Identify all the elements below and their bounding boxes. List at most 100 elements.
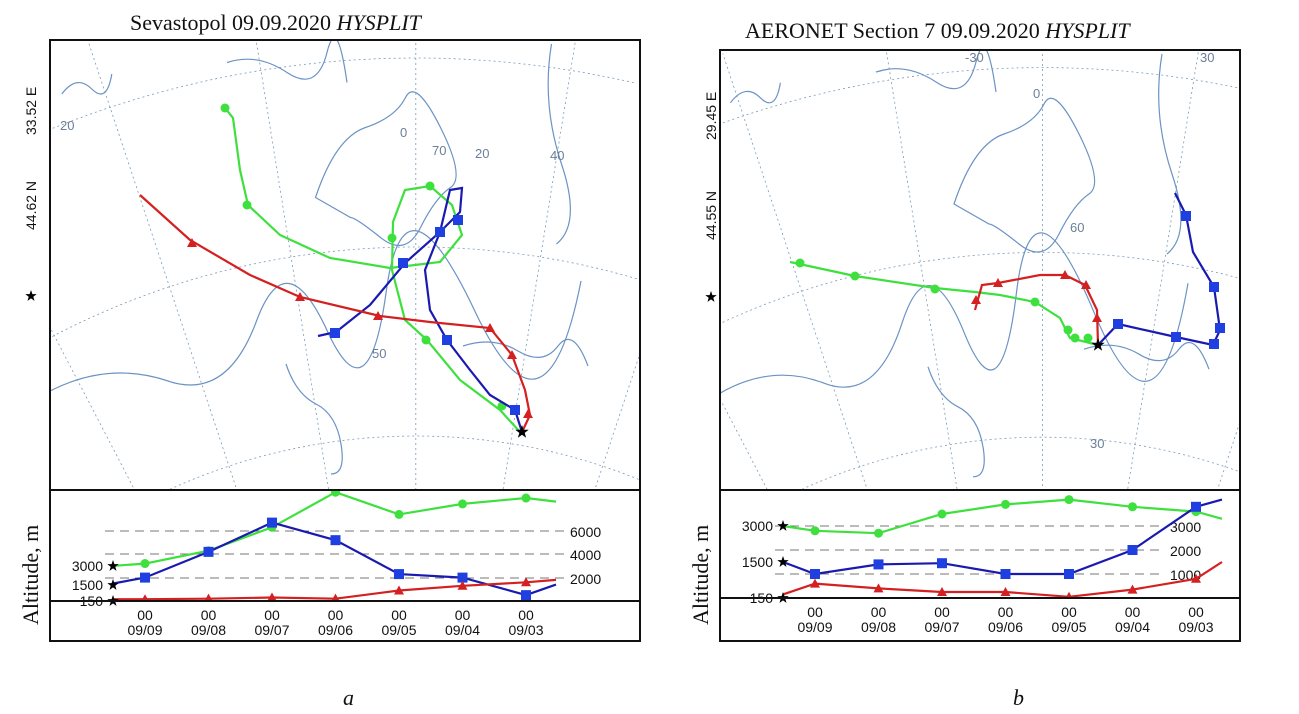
altitude-tick: 2000: [1170, 543, 1201, 559]
green-marker: [1083, 333, 1093, 343]
grid-label: 20: [60, 118, 74, 133]
red-altitude-line: [782, 561, 1223, 598]
green-altitude-marker: [874, 528, 883, 538]
red-trajectory: [139, 194, 532, 433]
grid-label: 0: [400, 125, 407, 140]
map-frame: [719, 49, 1241, 491]
altitude-tick: 2000: [570, 571, 601, 587]
red-marker: [523, 409, 533, 418]
blue-marker: [435, 227, 445, 237]
red-marker: [373, 311, 383, 320]
green-marker: [1030, 297, 1040, 307]
red-altitude-marker: [331, 593, 340, 601]
time-tick-hour: 00: [1125, 604, 1141, 620]
graticule-meridian: [1218, 421, 1240, 487]
grid-label: 0: [1033, 86, 1040, 101]
red-altitude-marker: [394, 585, 404, 595]
y-axis-label: Altitude, m: [688, 525, 713, 625]
red-marker: [1060, 270, 1070, 279]
source-lat: 44.62 N: [23, 181, 39, 230]
time-tick-hour: 00: [328, 607, 344, 623]
source-lon: 33.52 E: [23, 87, 39, 135]
blue-altitude-marker: [457, 572, 468, 583]
time-axis-frame: [49, 600, 641, 642]
map-frame: [49, 39, 641, 491]
red-marker: [187, 238, 197, 247]
graticule-meridian: [885, 50, 958, 489]
graticule-latitude: [52, 57, 637, 129]
grid-label: 40: [550, 148, 564, 163]
time-tick-hour: 00: [201, 607, 217, 623]
time-tick-hour: 00: [871, 604, 887, 620]
coastline: [953, 97, 1096, 253]
title-text: Sevastopol 09.09.2020: [130, 10, 337, 35]
blue-marker: [453, 215, 463, 225]
blue-marker: [510, 405, 520, 415]
graticule-meridian: [88, 42, 237, 488]
green-altitude-marker: [521, 493, 531, 503]
time-tick-hour: 00: [1188, 604, 1204, 620]
panel-caption: b: [1013, 685, 1024, 710]
blue-altitude-marker: [330, 535, 341, 546]
time-tick-date: 09/08: [191, 622, 226, 638]
red-altitude-marker: [873, 583, 884, 593]
start-star-icon: [777, 556, 789, 567]
green-marker: [387, 233, 397, 243]
blue-altitude-marker: [1064, 569, 1074, 579]
red-altitude-marker: [457, 580, 468, 590]
start-star-icon: [777, 520, 789, 531]
graticule-meridian: [50, 327, 134, 488]
start-level: 1500: [72, 577, 103, 593]
green-altitude-marker: [458, 499, 467, 509]
grid-label: 70: [432, 143, 446, 158]
time-tick-date: 09/04: [1115, 619, 1150, 635]
blue-altitude-marker: [267, 517, 277, 528]
time-tick-hour: 00: [807, 604, 823, 620]
coastline: [1083, 342, 1210, 370]
green-altitude-marker: [140, 559, 150, 569]
time-tick-date: 09/07: [924, 619, 959, 635]
time-tick-hour: 00: [455, 607, 471, 623]
time-tick-hour: 00: [1061, 604, 1077, 620]
blue-trajectory: [317, 186, 524, 433]
coastline: [1158, 53, 1182, 255]
green-altitude-marker: [937, 509, 947, 519]
time-tick-date: 09/07: [254, 622, 289, 638]
red-marker: [1092, 313, 1102, 322]
blue-altitude-marker: [203, 546, 214, 557]
green-marker: [220, 103, 230, 113]
red-trajectory: [973, 273, 1100, 346]
time-tick-date: 09/05: [381, 622, 416, 638]
source-lon: 29.45 E: [703, 92, 719, 140]
panel-title: Sevastopol 09.09.2020 HYSPLIT: [130, 10, 423, 35]
green-altitude-marker: [331, 490, 340, 497]
graticule-meridian: [502, 42, 576, 490]
green-altitude-marker: [1001, 499, 1010, 509]
green-marker: [850, 271, 860, 281]
source-star-icon: [1091, 338, 1105, 351]
time-axis-frame: [719, 597, 1241, 642]
green-altitude-line: [112, 490, 557, 567]
green-marker: [1063, 325, 1073, 335]
graticule-latitude: [722, 67, 1240, 124]
time-tick-date: 09/09: [127, 622, 162, 638]
altitude-frame: [719, 489, 1241, 599]
red-altitude-marker: [937, 587, 947, 596]
blue-marker: [330, 328, 340, 338]
red-altitude-marker: [1000, 587, 1011, 596]
time-tick-hour: 00: [391, 607, 407, 623]
red-altitude-marker: [810, 578, 820, 588]
green-marker: [425, 181, 435, 191]
coastline: [547, 43, 571, 245]
red-altitude-marker: [141, 594, 149, 601]
time-tick-date: 09/06: [988, 619, 1023, 635]
graticule-latitude: [801, 436, 1240, 490]
time-tick-hour: 00: [934, 604, 950, 620]
blue-altitude-line: [782, 498, 1223, 576]
coastline: [61, 73, 113, 95]
start-level: 3000: [72, 558, 103, 574]
panel-a: Sevastopol 09.09.2020 HYSPLIT 20 0 70 20 40 50…: [18, 10, 641, 710]
green-marker: [421, 335, 431, 345]
red-altitude-marker: [1191, 573, 1201, 583]
time-tick-date: 09/08: [861, 619, 896, 635]
